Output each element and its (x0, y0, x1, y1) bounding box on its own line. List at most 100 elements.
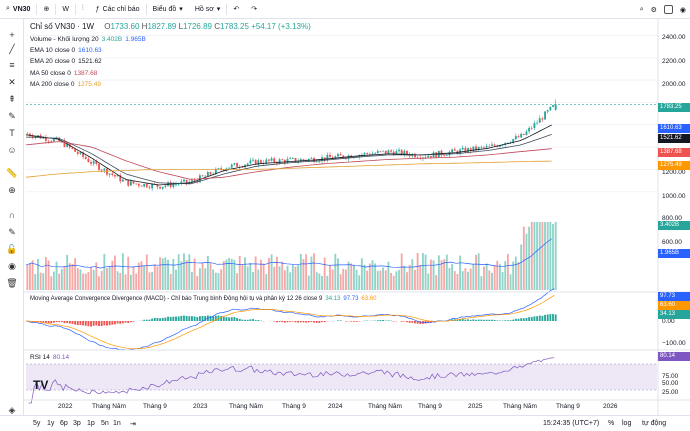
candle-body (254, 159, 257, 165)
ma200-legend[interactable]: MA 200 close 0 1275.49 (30, 81, 101, 88)
volume-bar (323, 257, 326, 290)
volume-bar (209, 262, 212, 290)
magnet-icon[interactable]: ∩ (8, 210, 16, 220)
volume-bar (204, 268, 207, 290)
candle-body (111, 173, 114, 175)
macd-hist-bar (530, 317, 533, 321)
auto-toggle[interactable]: tự động (642, 420, 667, 427)
volume-legend[interactable]: Volume - Khối lượng 20 3.402B 1.965B (30, 36, 146, 43)
settings-icon[interactable]: ⚙ (650, 6, 657, 14)
candle-body (445, 155, 448, 156)
log-toggle[interactable]: log (622, 420, 632, 427)
symbol-search[interactable]: ⌕ VN30 (0, 0, 36, 19)
candle-body (44, 137, 47, 141)
candle-body (406, 150, 408, 155)
trendline-icon[interactable]: ╱ (9, 44, 15, 54)
candle-body (366, 153, 369, 155)
volume-bar (411, 259, 414, 290)
macd-legend[interactable]: Moving Average Convergence Divergence (M… (30, 296, 376, 302)
range-1y[interactable]: 1y (47, 420, 55, 427)
lock-draw-icon[interactable]: ✎ (8, 227, 16, 237)
volume-bar (58, 273, 61, 290)
ruler-icon[interactable]: 📏 (6, 168, 18, 178)
fullscreen-icon[interactable] (663, 5, 673, 14)
macd-hist-bar (392, 321, 395, 322)
compare-button[interactable]: ⊕ (37, 0, 55, 19)
volume-bar (435, 274, 438, 290)
prediction-icon[interactable]: ⇞ (8, 94, 16, 104)
x-tick: 2023 (193, 403, 208, 410)
macd-hist-bar (427, 321, 430, 323)
redo-button[interactable]: ↷ (245, 0, 263, 19)
macd-hist-bar (406, 321, 408, 323)
portfolio-menu[interactable]: Hồ sơ ▾ (189, 0, 227, 19)
camera-icon[interactable]: ◉ (679, 6, 686, 14)
symbol-legend: Chỉ số VN30 · 1W O1733.60 H1827.89 L1726… (30, 22, 311, 31)
axis-tick: 1200.00 (662, 169, 686, 176)
ema20-legend[interactable]: EMA 20 close 0 1521.62 (30, 58, 102, 65)
volume-bar (52, 271, 55, 290)
volume-bar (268, 257, 270, 290)
lock-icon[interactable]: 🔓 (6, 244, 18, 254)
macd-hist-bar (281, 321, 284, 323)
volume-bar (530, 222, 533, 290)
candle-body (536, 122, 539, 124)
macd-hist-bar (379, 320, 382, 321)
emoji-icon[interactable]: ☺ (7, 145, 17, 155)
range-3p[interactable]: 3p (73, 420, 81, 427)
volume-bar (329, 265, 331, 290)
volume-price-label: 3.402B (658, 221, 690, 230)
candle-body (135, 183, 138, 185)
ema10-legend[interactable]: EMA 10 close 0 1610.63 (30, 47, 102, 54)
high-value: 1827.89 (147, 22, 177, 31)
eye-icon[interactable]: ◉ (8, 261, 16, 271)
date-range-icon[interactable]: ⇥ (130, 421, 136, 428)
ema20-price-label: 1521.62 (658, 134, 690, 143)
volume-bar (98, 276, 100, 290)
range-6p[interactable]: 6p (60, 420, 68, 427)
trash-icon[interactable]: 🗑 (6, 278, 18, 288)
candle-body (260, 160, 262, 163)
chart-type-button[interactable]: ⫶ (76, 0, 90, 19)
undo-button[interactable]: ↶ (227, 0, 245, 19)
range-1n[interactable]: 1n (113, 420, 121, 427)
macd-hist-bar (148, 319, 151, 321)
range-1p[interactable]: 1p (87, 420, 95, 427)
object-tree-icon[interactable]: ◈ (8, 405, 16, 415)
macd-hist-bar (541, 315, 544, 321)
candle-body (281, 159, 284, 161)
macd-hist-bar (129, 321, 132, 323)
ema10-line (25, 124, 552, 186)
range-5y[interactable]: 5y (33, 420, 41, 427)
logo-icon[interactable]: TV (33, 378, 49, 392)
search-icon[interactable]: ⌕ (639, 5, 644, 13)
interval-button[interactable]: W (62, 5, 69, 13)
macd-hist-bar (323, 321, 326, 323)
fib-icon[interactable]: ≡ (9, 60, 15, 70)
candle-body (143, 183, 146, 187)
volume-bar (217, 273, 220, 290)
candle-body (538, 118, 541, 123)
zoom-icon[interactable]: ⊕ (8, 185, 16, 195)
rsi-legend[interactable]: RSI 14 80.14 (30, 354, 69, 361)
ma50-legend[interactable]: MA 50 close 0 1387.68 (30, 70, 97, 77)
brush-icon[interactable]: ✎ (8, 111, 16, 121)
charts-menu[interactable]: Biểu đồ ▾ (147, 0, 189, 19)
volume-bar (289, 272, 292, 290)
macd-hist-bar (198, 316, 201, 321)
macd-hist-bar (246, 319, 249, 321)
text-icon[interactable]: T (9, 128, 15, 138)
macd-hist-bar (344, 321, 347, 322)
candle-body (265, 159, 268, 164)
range-5n[interactable]: 5n (101, 420, 109, 427)
indicators-button[interactable]: ƒ Các chỉ báo (90, 0, 146, 19)
candle-body (124, 179, 127, 181)
percent-toggle[interactable]: % (608, 420, 615, 427)
low-label: L (178, 22, 184, 31)
pattern-icon[interactable]: ✕ (8, 77, 16, 87)
crosshair-icon[interactable]: + (9, 30, 15, 40)
macd-hist-bar (403, 321, 406, 322)
clock-time[interactable]: 15:24:35 (UTC+7) (543, 420, 600, 427)
candle-body (368, 154, 371, 156)
